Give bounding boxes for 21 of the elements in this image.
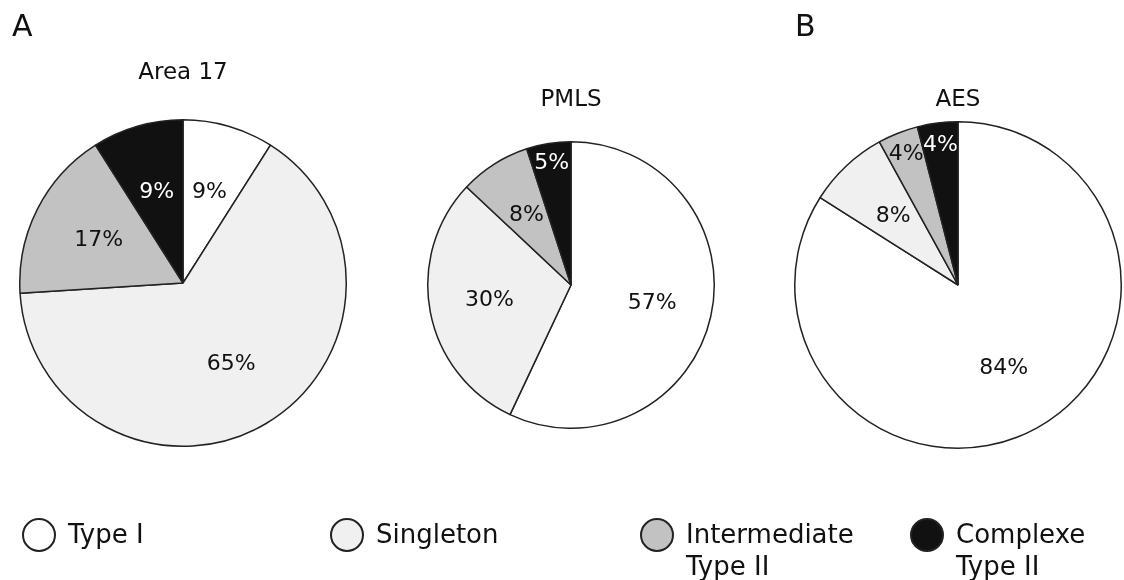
- data-label: 9%: [191, 177, 227, 203]
- chart-title: PMLS: [539, 85, 603, 111]
- legend-label: Singleton: [376, 518, 499, 550]
- legend-label: Complexe Type II: [956, 518, 1087, 580]
- data-label: 5%: [534, 149, 570, 175]
- data-label: 17%: [74, 225, 124, 251]
- text: B: [795, 8, 816, 43]
- data-label: 30%: [464, 286, 514, 312]
- text: A: [12, 8, 33, 43]
- data-label: 57%: [627, 288, 677, 314]
- data-label: 84%: [979, 353, 1029, 379]
- chart-title: Area 17: [137, 58, 229, 84]
- chart-title: AES: [934, 85, 982, 111]
- data-label: 4%: [888, 140, 924, 166]
- data-label: 9%: [139, 177, 175, 203]
- legend-label: Type I: [68, 518, 144, 550]
- data-label: 8%: [509, 200, 544, 226]
- data-label: 8%: [875, 201, 911, 227]
- legend-label: Intermediate Type II: [686, 518, 855, 580]
- data-label: 4%: [922, 131, 958, 157]
- data-label: 65%: [206, 350, 256, 376]
